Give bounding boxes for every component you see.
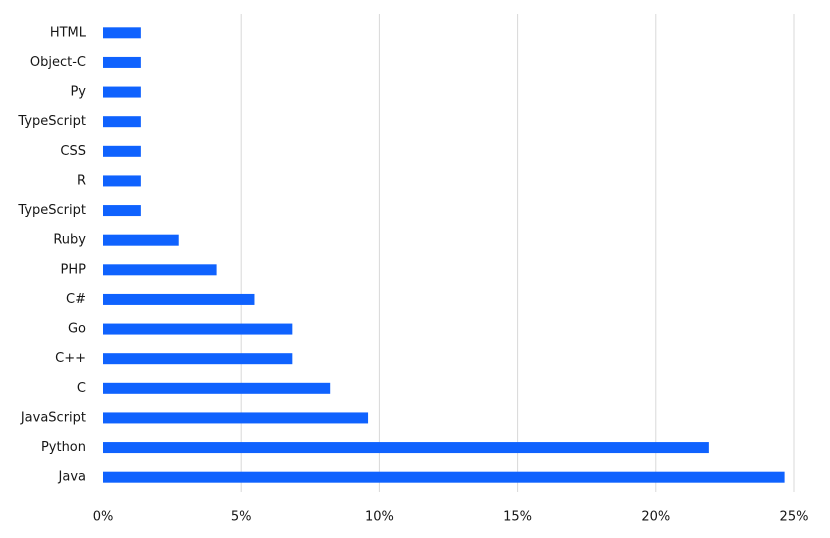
y-tick-label: JavaScript	[20, 410, 86, 425]
y-tick-label: PHP	[61, 262, 87, 277]
x-tick-label: 0%	[93, 510, 114, 525]
x-tick-label: 20%	[641, 510, 670, 525]
y-tick-label: Go	[68, 322, 86, 337]
y-tick-label: Py	[70, 85, 86, 100]
bar	[103, 412, 369, 424]
y-tick-label: TypeScript	[17, 114, 86, 129]
y-tick-label: C#	[66, 292, 86, 307]
bar	[103, 442, 709, 454]
bar	[103, 353, 293, 365]
y-tick-label: CSS	[60, 144, 86, 159]
y-tick-label: R	[77, 173, 86, 188]
y-tick-label: Java	[58, 470, 86, 485]
bar	[103, 205, 141, 217]
bar	[103, 27, 141, 39]
bar	[103, 382, 331, 394]
x-tick-label: 5%	[231, 510, 252, 525]
bar	[103, 145, 141, 157]
bar	[103, 293, 255, 305]
y-tick-label: Ruby	[53, 233, 86, 248]
bar	[103, 264, 217, 276]
bar	[103, 234, 179, 246]
bar	[103, 116, 141, 128]
bar	[103, 323, 293, 335]
y-tick-label: C	[77, 381, 86, 396]
bar	[103, 471, 785, 483]
y-tick-label: Python	[41, 440, 86, 455]
bar	[103, 175, 141, 187]
y-tick-label: Object-C	[30, 55, 86, 70]
x-tick-label: 10%	[365, 510, 394, 525]
y-tick-label: TypeScript	[17, 203, 86, 218]
x-tick-label: 25%	[780, 510, 809, 525]
bar	[103, 86, 141, 98]
y-tick-label: HTML	[50, 25, 87, 40]
bar	[103, 56, 141, 68]
y-tick-label: C++	[55, 351, 86, 366]
x-tick-label: 15%	[503, 510, 532, 525]
